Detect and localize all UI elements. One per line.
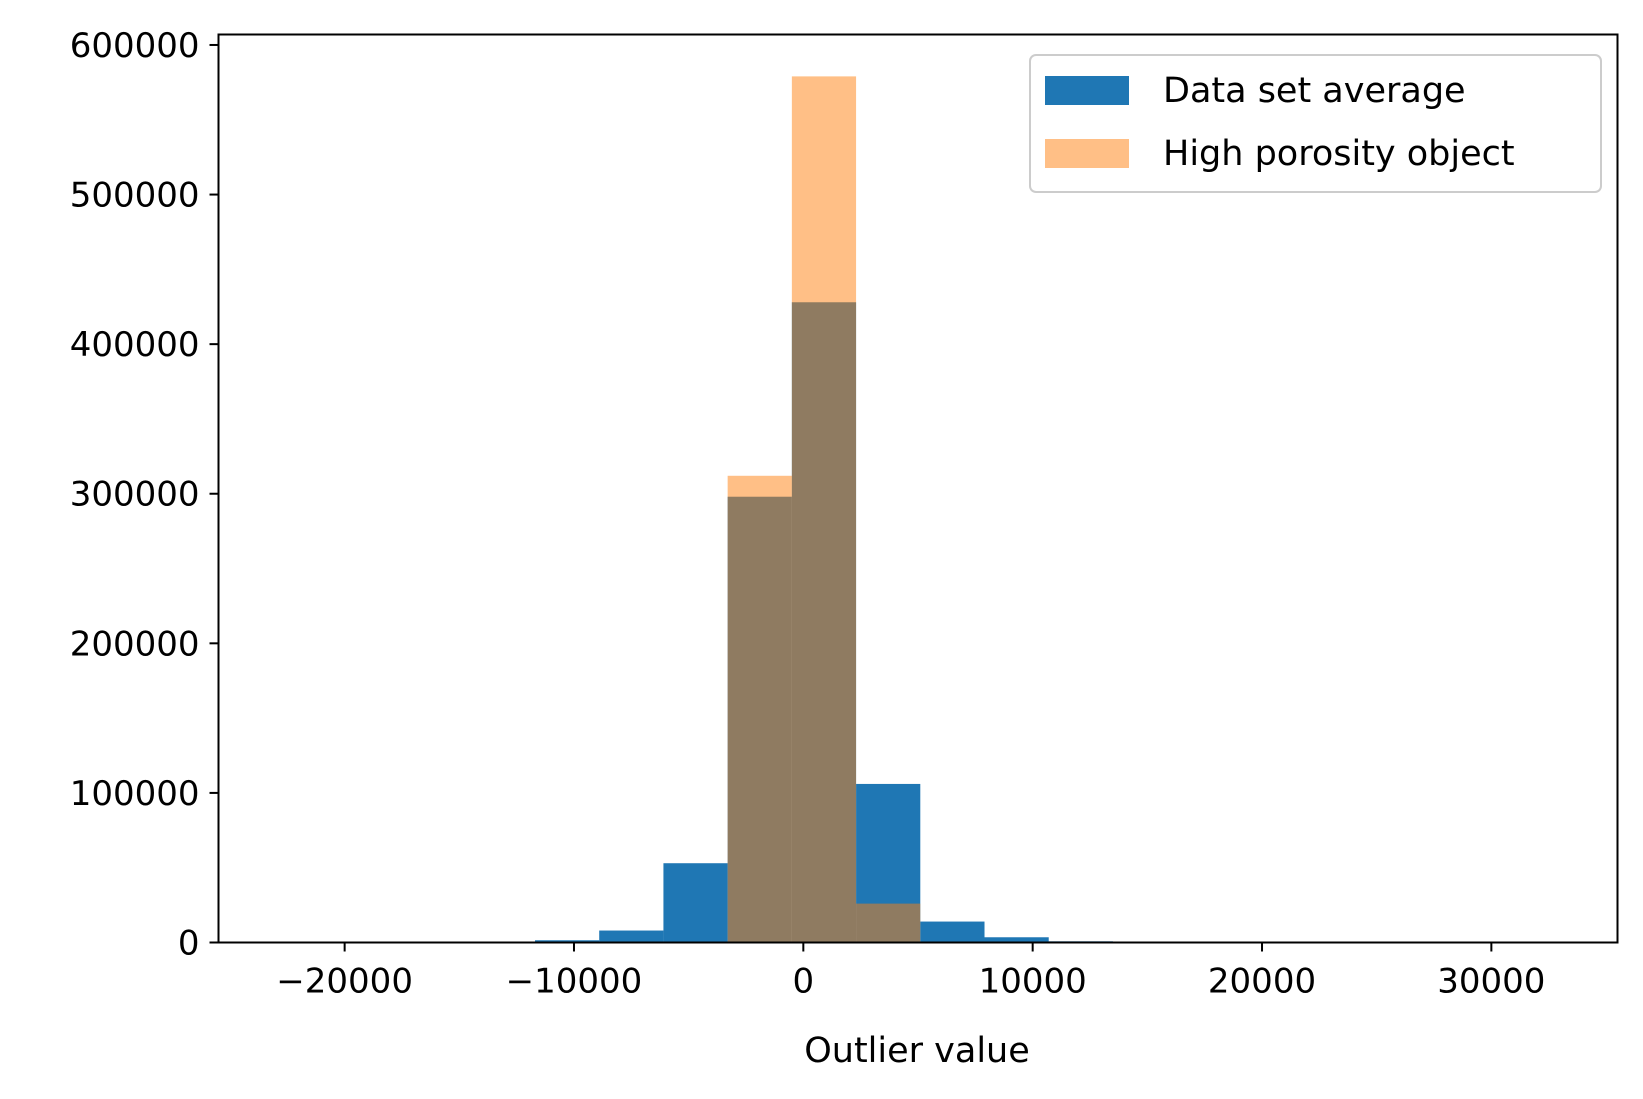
histogram-bar <box>663 863 728 943</box>
y-tick-label: 100000 <box>70 774 200 814</box>
histogram-bar <box>856 903 921 943</box>
histogram-bar <box>791 76 857 943</box>
legend-label: Data set average <box>1163 71 1466 111</box>
histogram-bar <box>727 475 792 943</box>
y-tick-label: 200000 <box>70 624 200 664</box>
histogram-bar <box>534 940 600 943</box>
legend-label: High porosity object <box>1163 134 1515 174</box>
x-tick-label: 0 <box>793 962 815 1002</box>
x-axis: −20000 −10000 0 10000 20000 30000 <box>276 942 1545 1002</box>
x-tick-label: −20000 <box>276 962 413 1002</box>
x-tick-label: 20000 <box>1208 962 1316 1002</box>
histogram-bar <box>984 937 1049 943</box>
x-tick-label: −10000 <box>506 962 643 1002</box>
bars-layer <box>534 76 1113 943</box>
x-tick-label: 10000 <box>979 962 1087 1002</box>
legend: Data set average High porosity object <box>1029 54 1602 193</box>
y-axis: 0 100000 200000 300000 400000 500000 600000 <box>70 26 219 964</box>
legend-swatch <box>1045 139 1129 168</box>
y-tick-label: 300000 <box>70 475 200 515</box>
x-axis-title: Outlier value <box>804 1031 1030 1071</box>
legend-box <box>1029 54 1602 193</box>
y-tick-label: 400000 <box>70 325 200 365</box>
legend-swatch <box>1045 76 1129 105</box>
plot-frame <box>217 33 1619 944</box>
y-tick-label: 600000 <box>70 26 200 66</box>
y-tick-label: 0 <box>178 924 200 964</box>
histogram-bar <box>920 921 985 943</box>
histogram-bar <box>599 930 664 943</box>
y-tick-label: 500000 <box>70 176 200 216</box>
x-tick-label: 30000 <box>1437 962 1545 1002</box>
